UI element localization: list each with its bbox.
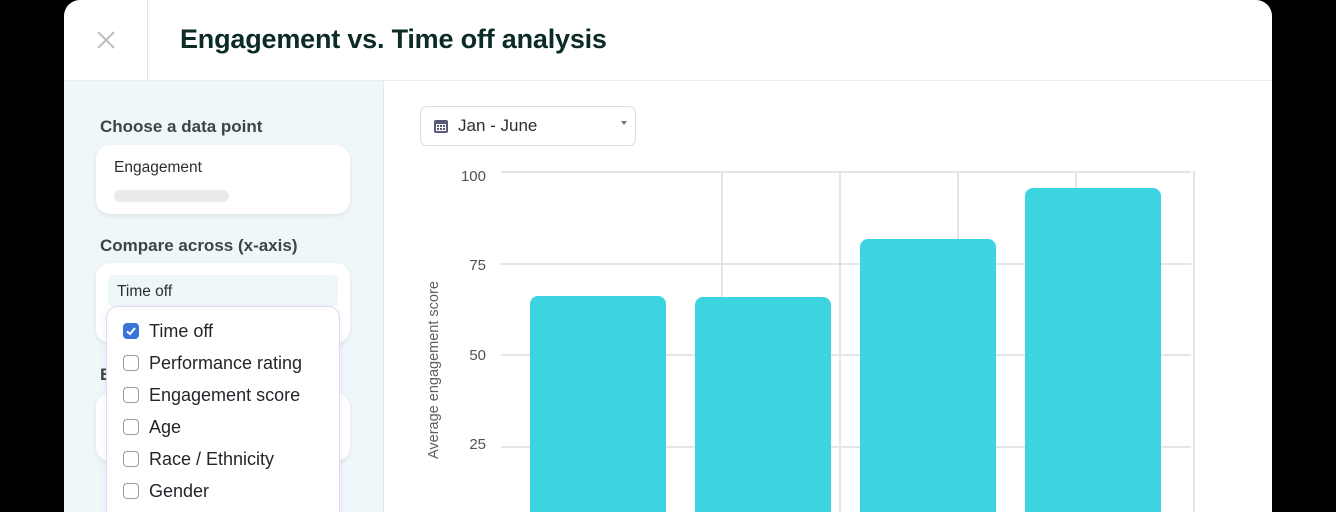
y-tick: 75 bbox=[469, 257, 486, 274]
option-label: Race / Ethnicity bbox=[149, 448, 275, 469]
analysis-panel: Engagement vs. Time off analysis Choose … bbox=[64, 0, 1272, 512]
gridline-v bbox=[839, 171, 841, 512]
option-label: Engagement score bbox=[149, 384, 301, 405]
y-tick: 50 bbox=[469, 347, 486, 364]
option-gender[interactable]: Gender bbox=[123, 479, 209, 503]
y-tick: 25 bbox=[469, 436, 486, 453]
y-axis-label: Average engagement score bbox=[426, 281, 442, 459]
bar-chart: Average engagement score 100 75 50 25 bbox=[384, 81, 1272, 512]
option-performance-rating[interactable]: Performance rating bbox=[123, 351, 302, 375]
caret-down-icon bbox=[621, 121, 627, 125]
close-button[interactable] bbox=[64, 0, 148, 80]
option-race-ethnicity[interactable]: Race / Ethnicity bbox=[123, 447, 274, 471]
gridline bbox=[501, 263, 1191, 265]
bar-1[interactable] bbox=[530, 296, 666, 512]
gridline bbox=[501, 354, 1191, 356]
option-time-off[interactable]: Time off bbox=[123, 319, 213, 343]
data-point-select[interactable]: Engagement bbox=[96, 145, 350, 214]
gridline-v bbox=[1193, 171, 1195, 512]
close-icon bbox=[96, 31, 115, 49]
compare-value: Time off bbox=[117, 283, 173, 300]
page-title: Engagement vs. Time off analysis bbox=[180, 24, 607, 54]
checkbox[interactable] bbox=[123, 451, 139, 467]
compare-selected[interactable]: Time off bbox=[108, 275, 338, 307]
check-icon bbox=[126, 327, 136, 336]
gridline bbox=[501, 171, 1191, 173]
date-range-value: Jan - June bbox=[458, 116, 538, 135]
data-point-value: Engagement bbox=[114, 159, 202, 176]
option-age[interactable]: Age bbox=[123, 415, 181, 439]
gridline bbox=[501, 446, 1191, 448]
data-point-label: Choose a data point bbox=[100, 117, 263, 136]
option-label: Gender bbox=[149, 480, 210, 501]
compare-label: Compare across (x-axis) bbox=[100, 236, 298, 255]
third-section-label: E bbox=[100, 365, 111, 385]
compare-dropdown-menu: Time off Performance rating Engagement s… bbox=[106, 306, 340, 512]
option-label: Performance rating bbox=[149, 352, 303, 373]
option-engagement-score[interactable]: Engagement score bbox=[123, 383, 300, 407]
panel-header: Engagement vs. Time off analysis bbox=[64, 0, 1272, 81]
option-label: Time off bbox=[149, 320, 214, 341]
checkbox[interactable] bbox=[123, 483, 139, 499]
date-range-select[interactable]: Jan - June bbox=[420, 106, 636, 146]
option-label: Age bbox=[149, 416, 182, 437]
checkbox[interactable] bbox=[123, 419, 139, 435]
bar-3[interactable] bbox=[860, 239, 996, 512]
chart-area: Jan - June Average engagement score 100 … bbox=[384, 81, 1272, 512]
calendar-icon bbox=[434, 120, 448, 133]
checkbox[interactable] bbox=[123, 355, 139, 371]
bar-2[interactable] bbox=[695, 297, 831, 512]
checkbox[interactable] bbox=[123, 387, 139, 403]
skeleton-placeholder bbox=[114, 190, 229, 202]
checkbox-checked[interactable] bbox=[123, 323, 139, 339]
bar-4[interactable] bbox=[1025, 188, 1161, 512]
y-tick: 100 bbox=[460, 168, 486, 185]
